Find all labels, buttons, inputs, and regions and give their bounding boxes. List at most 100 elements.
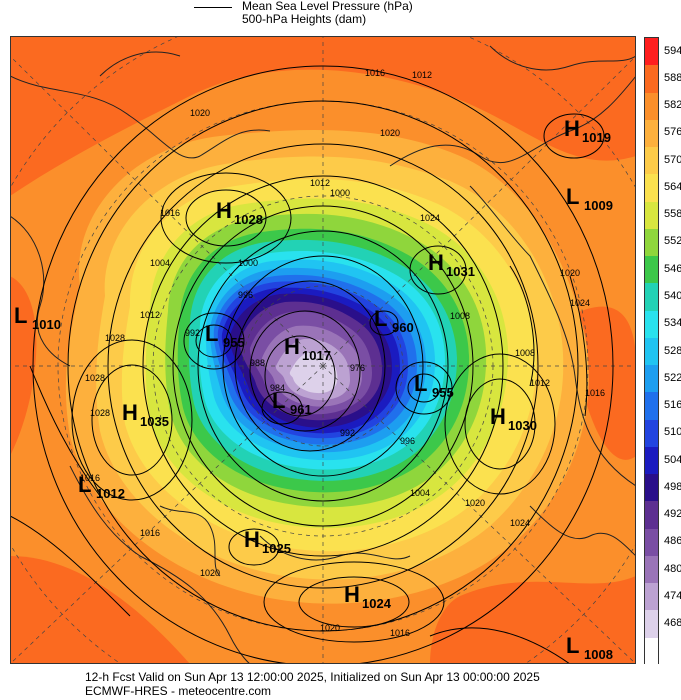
isobar-legend-line <box>194 7 232 8</box>
low-pressure-center: L 1009 <box>566 184 613 213</box>
isobar-label: 1000 <box>238 258 258 268</box>
pressure-center-letter: L <box>272 388 285 413</box>
pressure-center-letter: H <box>204 661 220 664</box>
isobar-label: 1020 <box>320 623 340 633</box>
isobar-label: 976 <box>350 363 365 373</box>
isobar-label: 992 <box>340 428 355 438</box>
pressure-center-value: 1031 <box>446 264 475 279</box>
high-pressure-center: H 1031 <box>428 250 475 279</box>
colorbar-label: 582 <box>664 99 681 112</box>
colorbar-swatch <box>645 147 658 175</box>
low-pressure-center: L 1010 <box>14 303 61 332</box>
height-fill-588-east <box>570 306 636 460</box>
colorbar-label: 486 <box>664 535 681 548</box>
low-pressure-center: L 961 <box>272 388 312 417</box>
colorbar-swatch <box>645 174 658 203</box>
pressure-center-letter: L <box>205 321 218 346</box>
pressure-center-letter: H <box>564 116 580 141</box>
isobar-label: 988 <box>250 358 265 368</box>
colorbar-swatch <box>645 501 658 530</box>
colorbar-label: 498 <box>664 480 681 493</box>
colorbar-swatch <box>645 610 658 639</box>
high-pressure-center: H 1019 <box>564 116 611 145</box>
colorbar-swatch <box>645 446 658 475</box>
high-pressure-center: H 1024 <box>344 582 392 611</box>
forecast-valid-text: 12-h Fcst Valid on Sun Apr 13 12:00:00 2… <box>85 670 540 684</box>
isobar-label: 1024 <box>570 298 590 308</box>
isobar-label: 1028 <box>90 408 110 418</box>
colorbar-label: 534 <box>664 317 681 330</box>
colorbar-label: 492 <box>664 508 681 521</box>
isobar-label: 1012 <box>310 178 330 188</box>
colorbar-label: 594 <box>664 44 681 57</box>
colorbar-swatch <box>645 392 658 421</box>
colorbar-label: 588 <box>664 71 681 84</box>
colorbar-label: 558 <box>664 208 681 221</box>
isobar-label: 992 <box>185 328 200 338</box>
pressure-center-value: 1019 <box>582 130 611 145</box>
coastlines <box>10 45 636 664</box>
isobars <box>10 65 614 664</box>
pressure-center-letter: H <box>284 334 300 359</box>
low-pressure-center: L 1012 <box>78 472 125 501</box>
pressure-center-value: 1008 <box>584 647 613 662</box>
colorbar-swatch <box>645 119 658 148</box>
colorbar-swatch <box>645 474 658 502</box>
colorbar-swatch <box>645 337 658 366</box>
isobar-label: 1008 <box>515 348 535 358</box>
high-pressure-center: H 1035 <box>122 400 169 429</box>
colorbar-label: 540 <box>664 289 681 302</box>
pressure-center-value: 1010 <box>32 317 61 332</box>
high-pressure-center: H 1028 <box>216 198 263 227</box>
colorbar-swatch <box>645 419 658 448</box>
isobar-label: 996 <box>238 290 253 300</box>
pressure-center-letter: L <box>566 184 579 209</box>
pressure-center-value: 1025 <box>262 541 291 556</box>
height-fill-588-north <box>10 36 636 196</box>
pressure-center-letter: H <box>428 250 444 275</box>
colorbar-label: 480 <box>664 562 681 575</box>
isobar-label: 1020 <box>465 498 485 508</box>
colorbar-swatch <box>645 65 658 93</box>
pressure-center-letter: H <box>344 582 360 607</box>
colorbar-label: 522 <box>664 371 681 384</box>
height-fill-588-sw <box>10 556 190 664</box>
pressure-center-value: 955 <box>432 385 454 400</box>
legend-mslp-label: Mean Sea Level Pressure (hPa) <box>242 0 413 13</box>
isobar-label: 1016 <box>160 208 180 218</box>
colorbar-label: 564 <box>664 180 681 193</box>
colorbar-label: 510 <box>664 426 681 439</box>
colorbar-swatch <box>645 92 658 121</box>
colorbar-label: 528 <box>664 344 681 357</box>
high-pressure-center: H 1025 <box>244 527 291 556</box>
pressure-center-value: 961 <box>290 402 312 417</box>
colorbar-label: 504 <box>664 453 681 466</box>
low-pressure-center: L 960 <box>374 306 414 335</box>
low-pressure-center: L 955 <box>414 371 454 400</box>
pressure-center-value: 1024 <box>362 596 392 611</box>
isobar-label: 1012 <box>412 70 432 80</box>
isobar-label: 1020 <box>380 128 400 138</box>
pressure-center-letter: H <box>122 400 138 425</box>
colorbar-label: 546 <box>664 262 681 275</box>
high-pressure-center: H1027 <box>204 661 220 664</box>
legend-heights-label: 500-hPa Heights (dam) <box>242 12 367 26</box>
height-fill-588-se <box>430 576 636 664</box>
colorbar-label: 474 <box>664 589 681 602</box>
pressure-center-value: 1012 <box>96 486 125 501</box>
pressure-center-letter: L <box>374 306 387 331</box>
isobar-label: 1004 <box>150 258 170 268</box>
colorbar-label: 552 <box>664 235 681 248</box>
height-fill-468 <box>289 352 338 394</box>
colorbar-swatch <box>645 637 658 666</box>
isobar-label: 984 <box>270 383 285 393</box>
pressure-center-value: 1009 <box>584 198 613 213</box>
pressure-center-value: 1030 <box>508 418 537 433</box>
pressure-center-letter: H <box>216 198 232 223</box>
pressure-center-letter: L <box>78 472 91 497</box>
colorbar-swatch <box>645 201 658 230</box>
isobar-labels: 1016 1012 1020 1016 1012 1020 1028 1004 … <box>80 68 605 638</box>
pressure-center-letter: H <box>244 527 260 552</box>
isobar-label: 1012 <box>140 310 160 320</box>
